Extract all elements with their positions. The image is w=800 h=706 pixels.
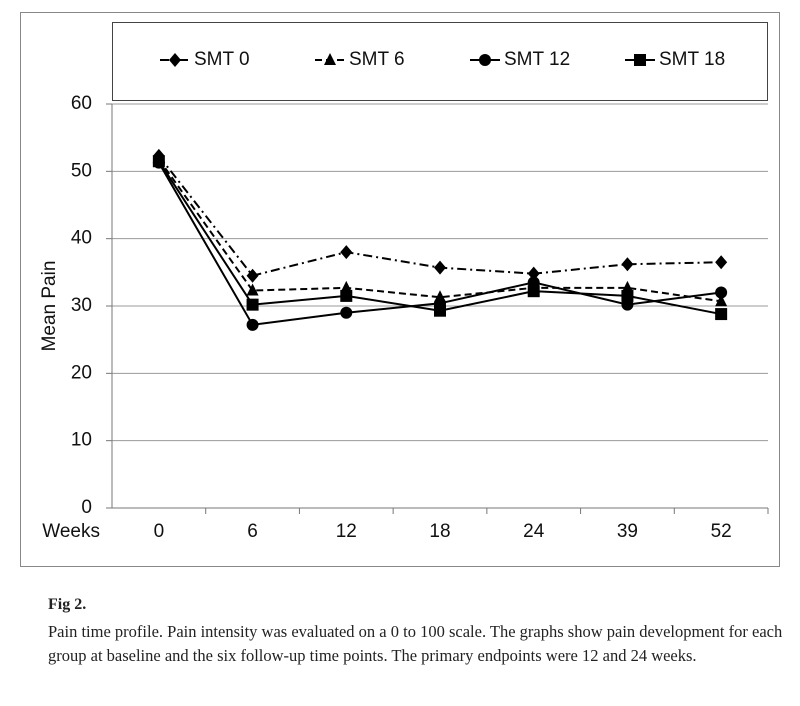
chart-border xyxy=(20,12,780,567)
marker xyxy=(715,255,728,270)
y-tick-label: 40 xyxy=(71,228,92,249)
marker xyxy=(340,306,353,319)
x-tick-label: 0 xyxy=(154,521,165,542)
marker xyxy=(715,286,728,299)
x-axis-label: Weeks xyxy=(42,521,100,542)
marker xyxy=(479,54,491,66)
caption-text: Pain time profile. Pain intensity was ev… xyxy=(48,622,783,665)
marker xyxy=(434,260,446,275)
caption-title: Fig 2. xyxy=(48,596,87,613)
marker xyxy=(169,53,181,67)
marker xyxy=(634,54,646,66)
marker xyxy=(621,257,634,272)
chart: Mean Pain Weeks 0 10 20 30 40 50 60 0 6 12 18 24 39 5… xyxy=(20,12,780,567)
x-tick-label: 52 xyxy=(711,521,732,542)
series-line xyxy=(158,158,722,303)
marker xyxy=(621,289,634,302)
y-tick-label: 50 xyxy=(71,160,92,181)
marker xyxy=(715,308,728,321)
marker xyxy=(340,289,353,302)
x-tick-label: 12 xyxy=(336,521,357,542)
x-tick-label: 6 xyxy=(247,521,258,542)
marker xyxy=(246,283,259,296)
y-tick-label: 20 xyxy=(71,362,92,383)
series-line xyxy=(158,155,722,277)
marker xyxy=(152,155,165,168)
y-axis-label: Mean Pain xyxy=(39,261,60,352)
marker xyxy=(246,268,259,283)
marker xyxy=(434,304,446,317)
legend-label: SMT 0 xyxy=(194,49,250,70)
marker xyxy=(715,294,728,307)
marker xyxy=(246,298,259,311)
marker xyxy=(324,53,336,65)
legend-box xyxy=(112,22,768,101)
y-tick-label: 30 xyxy=(71,295,92,316)
marker xyxy=(340,280,353,293)
marker xyxy=(527,266,540,281)
y-tick-label: 10 xyxy=(71,430,92,451)
legend-label: SMT 12 xyxy=(504,49,570,70)
marker xyxy=(527,285,540,298)
x-tick-label: 24 xyxy=(523,521,545,542)
x-tick-label: 18 xyxy=(429,521,450,542)
marker xyxy=(246,318,259,331)
marker xyxy=(340,245,353,260)
y-tick-label: 60 xyxy=(71,93,92,114)
marker xyxy=(621,280,634,293)
legend-label: SMT 6 xyxy=(349,49,405,70)
x-tick-label: 39 xyxy=(617,521,638,542)
legend-label: SMT 18 xyxy=(659,49,725,70)
y-tick-label: 0 xyxy=(81,497,92,518)
